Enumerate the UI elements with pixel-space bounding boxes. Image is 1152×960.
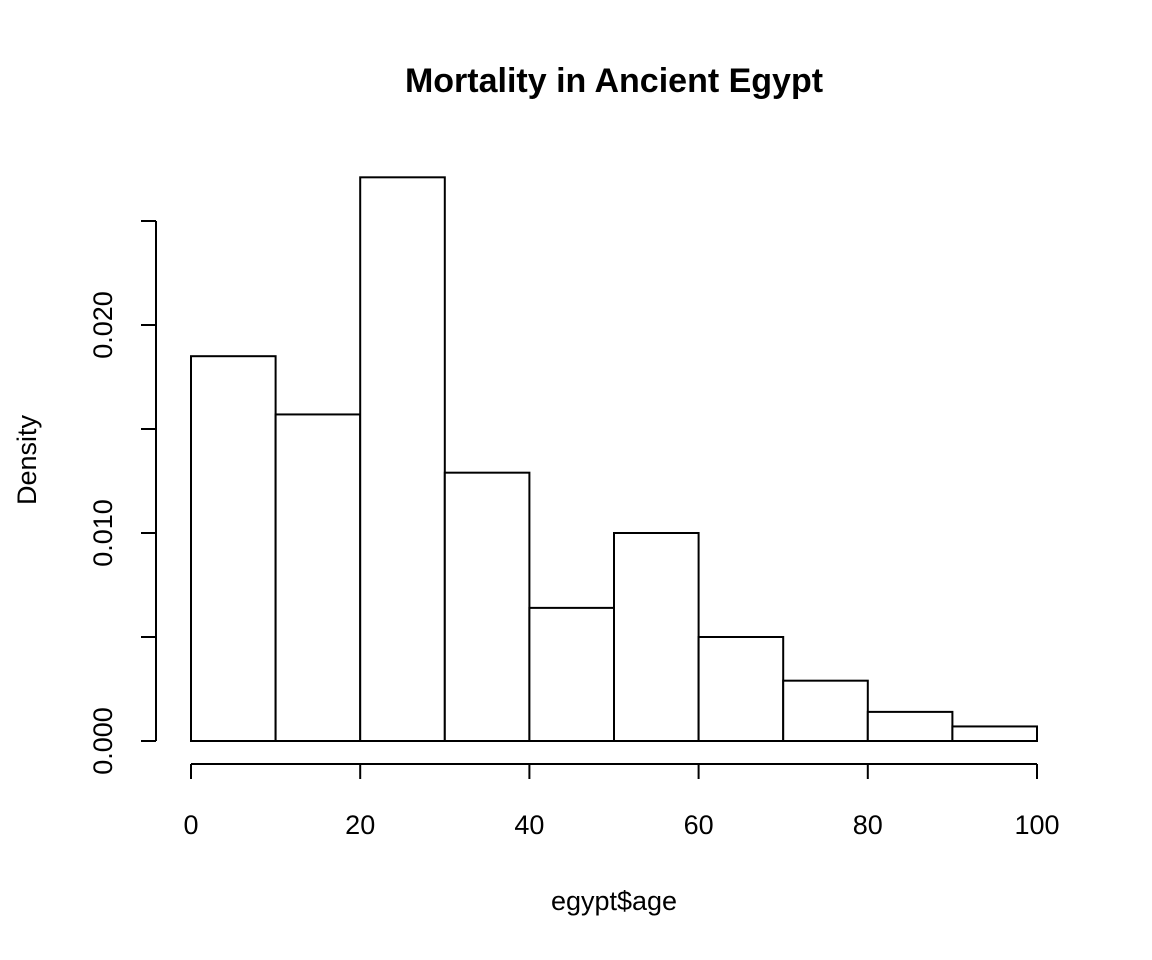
histogram-bar-7	[782, 679, 869, 742]
histogram-bar-8	[866, 710, 954, 743]
y-tick-label: 0.020	[88, 291, 118, 359]
y-axis-label: Density	[12, 414, 42, 505]
histogram-bar-9	[951, 725, 1039, 743]
x-axis-label: egypt$age	[551, 886, 677, 916]
y-tick-label: 0.010	[88, 499, 118, 567]
x-tick-label: 20	[345, 810, 375, 840]
chart-title: Mortality in Ancient Egypt	[405, 62, 823, 100]
x-tick-label: 0	[183, 810, 198, 840]
x-tick-label: 100	[1014, 810, 1059, 840]
histogram-bar-6	[697, 636, 785, 742]
histogram-bar-5	[613, 532, 700, 742]
histogram-bars	[190, 176, 1039, 743]
x-axis: 0 20 40 60 80 100	[183, 763, 1060, 840]
y-tick-label: 0.000	[88, 707, 118, 775]
x-tick-label: 80	[853, 810, 883, 840]
histogram-bar-1	[274, 413, 362, 742]
x-tick-label: 40	[514, 810, 544, 840]
histogram-bar-3	[443, 471, 531, 742]
histogram-bar-2	[359, 176, 446, 742]
histogram-bar-4	[528, 606, 616, 742]
histogram-bar-0	[190, 355, 277, 742]
x-tick-label: 60	[684, 810, 714, 840]
y-axis: 0.000 0.010 0.020	[88, 220, 157, 775]
